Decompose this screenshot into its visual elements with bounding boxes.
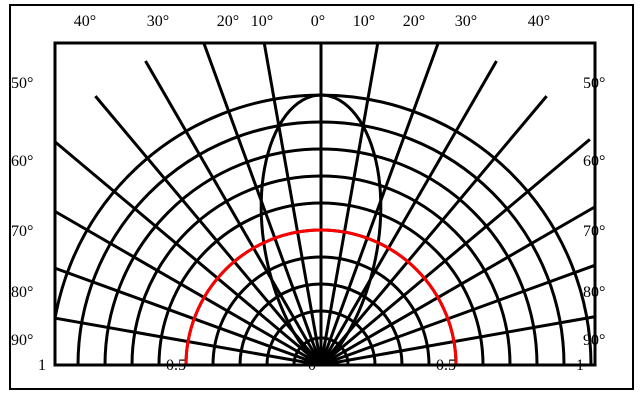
spoke-m60: [55, 209, 322, 365]
spoke-60: [320, 205, 595, 365]
plot-border: [53, 41, 597, 367]
spoke-10: [319, 43, 380, 365]
right-tick-label: 90°: [583, 332, 605, 349]
top-tick-label: 20°: [217, 13, 239, 30]
right-tick-label: 60°: [583, 153, 605, 170]
top-tick-label: 10°: [353, 13, 375, 30]
spoke-m30: [144, 60, 323, 365]
spoke-50: [320, 138, 591, 365]
spoke-40: [319, 95, 548, 365]
left-tick-label: 80°: [11, 284, 33, 301]
radial-tick-label: 0.5: [436, 357, 456, 374]
top-tick-label: 10°: [251, 13, 273, 30]
left-tick-label: 60°: [11, 153, 33, 170]
left-tick-label: 50°: [11, 75, 33, 92]
origin-hub: [307, 351, 335, 365]
top-tick-label: 40°: [74, 13, 96, 30]
radial-tick-label: 0.5: [166, 357, 186, 374]
top-tick-label: 30°: [455, 13, 477, 30]
spoke-70: [320, 263, 595, 365]
right-tick-label: 70°: [583, 223, 605, 240]
right-tick-label: 80°: [583, 284, 605, 301]
spoke-80: [320, 315, 595, 365]
top-tick-label: 0°: [311, 13, 325, 30]
right-tick-label: 50°: [583, 75, 605, 92]
top-tick-label: 30°: [147, 13, 169, 30]
radial-tick-label: 1: [576, 357, 584, 374]
left-tick-label: 90°: [11, 332, 33, 349]
spoke-30: [319, 60, 498, 365]
circle-curve-red: [184, 228, 458, 365]
spoke-m80: [55, 316, 322, 365]
radial-tick-label: 1: [38, 357, 46, 374]
spoke-m40: [94, 95, 323, 365]
top-tick-label: 20°: [403, 13, 425, 30]
top-tick-label: 40°: [528, 13, 550, 30]
spoke-m70: [55, 266, 322, 365]
spoke-m10: [262, 43, 323, 365]
radial-tick-label: 0: [308, 357, 316, 374]
spoke-m50: [55, 139, 322, 365]
left-tick-label: 70°: [11, 223, 33, 240]
